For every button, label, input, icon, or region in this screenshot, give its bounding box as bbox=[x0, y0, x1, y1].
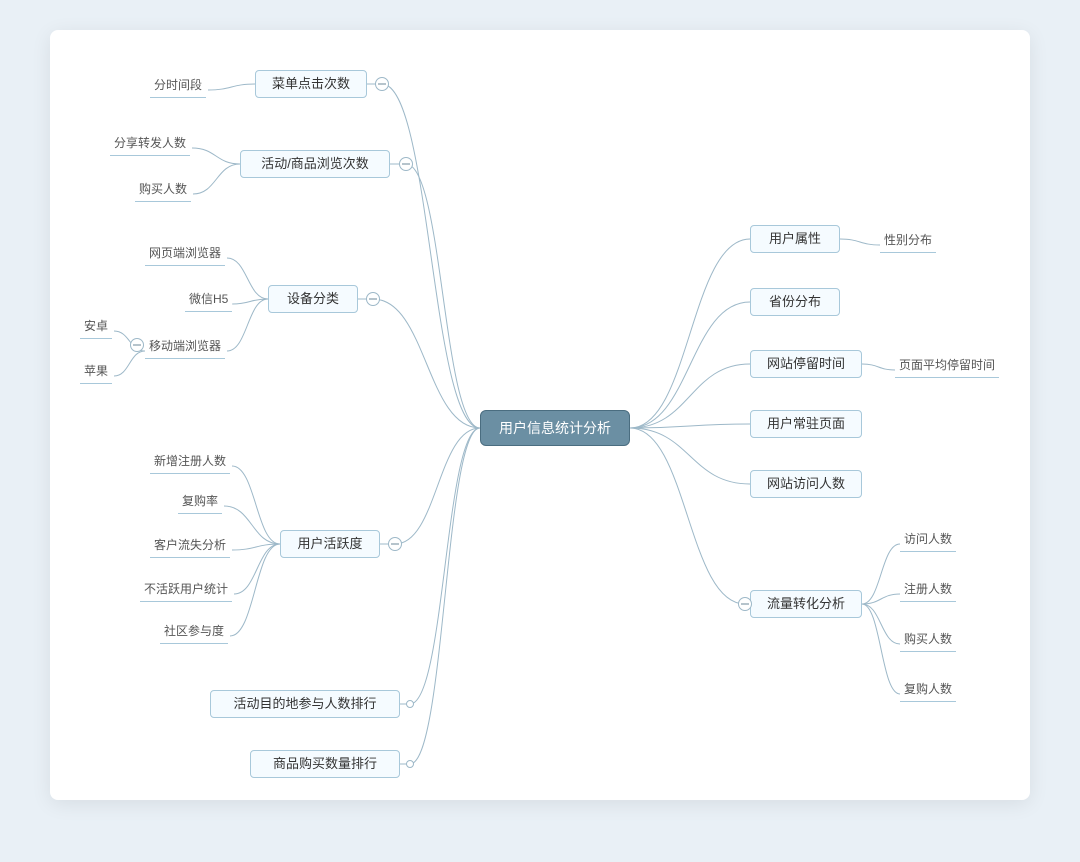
collapse-traffic-conv[interactable] bbox=[738, 597, 752, 611]
leaf-web-browser: 网页端浏览器 bbox=[145, 242, 225, 266]
leaf-community: 社区参与度 bbox=[160, 620, 228, 644]
leaf-repurchase: 复购率 bbox=[178, 490, 222, 514]
collapse-mobile-browser[interactable] bbox=[130, 338, 144, 352]
leaf-time-slot: 分时间段 bbox=[150, 74, 206, 98]
collapse-menu-clicks[interactable] bbox=[375, 77, 389, 91]
node-province[interactable]: 省份分布 bbox=[750, 288, 840, 316]
collapse-user-activity[interactable] bbox=[388, 537, 402, 551]
leaf-android: 安卓 bbox=[80, 315, 112, 339]
leaf-wechat-h5: 微信H5 bbox=[185, 288, 232, 312]
leaf-conv-rebuy: 复购人数 bbox=[900, 678, 956, 702]
node-device-class[interactable]: 设备分类 bbox=[268, 285, 358, 313]
leaf-buy-count: 购买人数 bbox=[135, 178, 191, 202]
dot-activity-rank bbox=[406, 700, 414, 708]
node-product-rank[interactable]: 商品购买数量排行 bbox=[250, 750, 400, 778]
node-traffic-conv[interactable]: 流量转化分析 bbox=[750, 590, 862, 618]
leaf-conv-visit: 访问人数 bbox=[900, 528, 956, 552]
leaf-conv-buy: 购买人数 bbox=[900, 628, 956, 652]
node-resident[interactable]: 用户常驻页面 bbox=[750, 410, 862, 438]
leaf-ios: 苹果 bbox=[80, 360, 112, 384]
node-user-activity[interactable]: 用户活跃度 bbox=[280, 530, 380, 558]
diagram-panel: 用户信息统计分析菜单点击次数分时间段活动/商品浏览次数分享转发人数购买人数设备分… bbox=[50, 30, 1030, 800]
leaf-mobile-browser: 移动端浏览器 bbox=[145, 335, 225, 359]
collapse-device-class[interactable] bbox=[366, 292, 380, 306]
node-user-attr[interactable]: 用户属性 bbox=[750, 225, 840, 253]
leaf-gender-dist: 性别分布 bbox=[880, 229, 936, 253]
collapse-product-views[interactable] bbox=[399, 157, 413, 171]
node-visits[interactable]: 网站访问人数 bbox=[750, 470, 862, 498]
leaf-share-count: 分享转发人数 bbox=[110, 132, 190, 156]
node-product-views[interactable]: 活动/商品浏览次数 bbox=[240, 150, 390, 178]
leaf-churn: 客户流失分析 bbox=[150, 534, 230, 558]
node-menu-clicks[interactable]: 菜单点击次数 bbox=[255, 70, 367, 98]
dot-product-rank bbox=[406, 760, 414, 768]
leaf-page-avg-time: 页面平均停留时间 bbox=[895, 354, 999, 378]
leaf-new-reg: 新增注册人数 bbox=[150, 450, 230, 474]
node-activity-rank[interactable]: 活动目的地参与人数排行 bbox=[210, 690, 400, 718]
leaf-conv-reg: 注册人数 bbox=[900, 578, 956, 602]
root-node[interactable]: 用户信息统计分析 bbox=[480, 410, 630, 446]
leaf-inactive: 不活跃用户统计 bbox=[140, 578, 232, 602]
node-stay-time[interactable]: 网站停留时间 bbox=[750, 350, 862, 378]
